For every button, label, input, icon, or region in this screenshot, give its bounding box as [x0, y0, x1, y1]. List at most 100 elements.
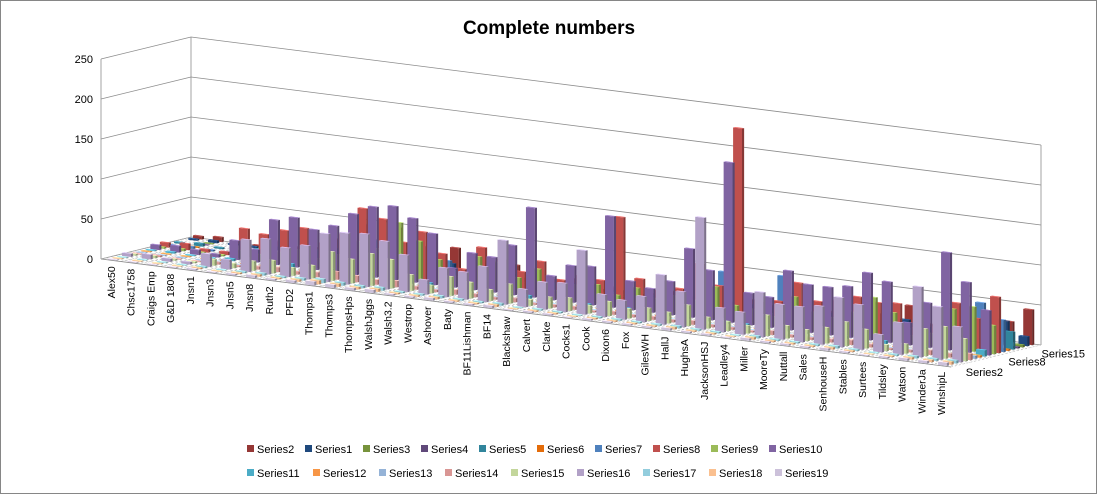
bar — [398, 253, 410, 293]
bar — [646, 323, 658, 328]
bar — [156, 260, 168, 264]
bar — [150, 243, 162, 251]
bar — [378, 240, 390, 290]
bar — [700, 332, 712, 336]
x-tick-label: WinderJa — [916, 369, 928, 414]
legend-label: Series12 — [323, 468, 366, 480]
bar — [203, 242, 215, 245]
bar — [196, 264, 208, 269]
bar — [789, 340, 801, 344]
legend-label: Series7 — [605, 444, 642, 456]
x-tick-label: Nuttall — [778, 352, 790, 382]
bar — [764, 338, 776, 343]
bar — [270, 276, 282, 280]
bar — [596, 293, 608, 318]
bar — [690, 327, 702, 332]
bar — [152, 261, 164, 265]
bar — [185, 253, 197, 257]
legend-swatch — [479, 445, 486, 452]
legend-label: Series11 — [257, 468, 300, 480]
floor-line-category — [140, 241, 231, 265]
bar — [512, 305, 524, 309]
bar — [427, 232, 439, 286]
legend-label: Series2 — [257, 444, 294, 456]
bar — [171, 264, 183, 267]
legend-label: Series14 — [455, 468, 498, 480]
bar — [145, 248, 157, 252]
legend-label: Series16 — [587, 468, 630, 480]
bar — [858, 353, 870, 356]
legend-swatch — [305, 445, 312, 452]
x-tick-label: Westrop — [402, 304, 414, 343]
legend-entry: Series10 — [769, 444, 822, 456]
legend-swatch — [363, 445, 370, 452]
bar — [794, 305, 806, 343]
bar — [389, 291, 401, 295]
bar — [522, 309, 534, 314]
bar — [503, 308, 515, 311]
bar — [621, 322, 633, 326]
bar — [240, 238, 252, 273]
bar — [606, 318, 618, 323]
bar — [136, 251, 148, 254]
gridline-back — [190, 116, 1042, 226]
bar — [147, 263, 159, 266]
bar — [305, 279, 317, 286]
bar — [661, 326, 673, 331]
x-tick-label: Sales — [798, 354, 810, 380]
bar — [883, 354, 895, 358]
bar — [438, 266, 450, 298]
bar — [507, 307, 519, 310]
bar — [206, 270, 218, 274]
gridline-side — [100, 76, 192, 100]
x-tick-label: Cocks1 — [561, 324, 573, 359]
bar — [980, 309, 992, 356]
bar — [285, 279, 297, 284]
legend-entry: Series1 — [305, 444, 352, 456]
bar — [614, 215, 626, 306]
bar — [170, 244, 182, 253]
bar — [1018, 335, 1030, 347]
bar — [740, 336, 752, 341]
bar — [141, 253, 153, 260]
bar — [181, 260, 193, 265]
bar — [655, 273, 667, 325]
bar — [898, 356, 910, 361]
bar — [839, 350, 851, 354]
x-tick-label: Calvert — [521, 319, 533, 352]
y-tick-label: 100 — [75, 174, 93, 186]
y-tick-label: 0 — [87, 254, 93, 266]
bar — [942, 359, 954, 365]
x-tick-label: SenhouseH — [818, 357, 830, 412]
bar — [873, 333, 885, 353]
bar — [843, 349, 855, 353]
legend-swatch — [595, 445, 602, 452]
bar — [804, 344, 816, 348]
bar — [473, 300, 485, 304]
bar — [730, 333, 742, 337]
bar — [562, 315, 574, 319]
bar — [892, 321, 904, 355]
x-tick-label: Dixon6 — [600, 329, 612, 362]
legend-entry: Series4 — [421, 444, 468, 456]
bar — [760, 340, 772, 344]
x-tick-label: G&D 1808 — [165, 274, 177, 323]
legend-label: Series10 — [779, 444, 822, 456]
legend-swatch — [775, 469, 782, 476]
gridline-side — [100, 36, 192, 60]
bar — [571, 313, 583, 316]
x-tick-label: ThompsHps — [343, 296, 355, 353]
x-tick-label: BF14 — [481, 314, 493, 339]
chart-title: Complete numbers — [463, 18, 635, 39]
bar — [188, 237, 200, 241]
bar — [424, 296, 436, 301]
bar — [552, 310, 564, 314]
gridline-side — [100, 156, 192, 180]
x-tick-label: Miller — [738, 346, 750, 372]
x-tick-label: JacksonHSJ — [699, 342, 711, 400]
legend-entry: Series17 — [643, 468, 696, 480]
bar — [448, 298, 460, 303]
x-tick-label: WalshJggs — [363, 299, 375, 350]
x-tick-label: Stables — [837, 359, 849, 394]
